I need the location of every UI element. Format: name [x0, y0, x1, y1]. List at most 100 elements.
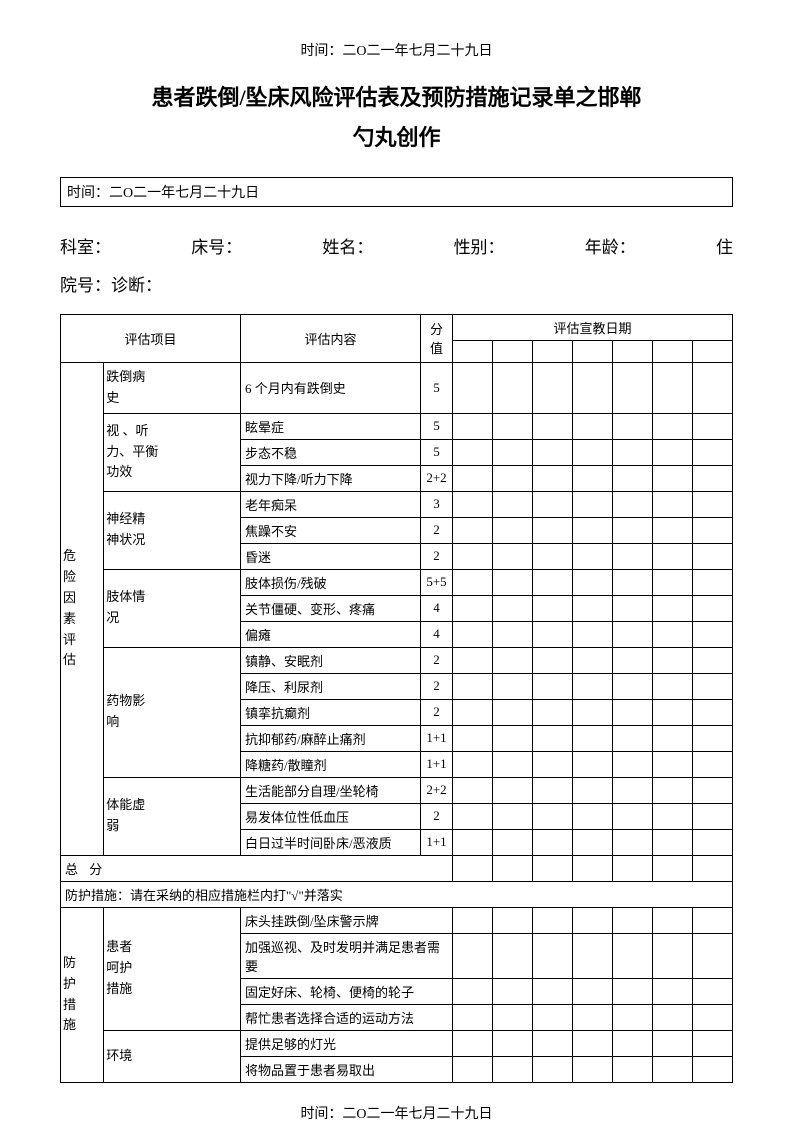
row-content: 加强巡视、及时发明并满足患者需要 [241, 933, 453, 978]
group-label: 跌倒病史 [104, 362, 241, 413]
cell [573, 907, 613, 933]
th-item: 评估项目 [61, 314, 241, 362]
cell [653, 569, 693, 595]
cell [653, 1056, 693, 1082]
th-date: 评估宣教日期 [453, 314, 733, 340]
row-content: 生活能部分自理/坐轮椅 [241, 777, 421, 803]
risk-label: 危险因素评估 [61, 362, 104, 855]
cell [613, 647, 653, 673]
cell [693, 517, 733, 543]
row-content: 关节僵硬、变形、疼痛 [241, 595, 421, 621]
row-score: 5+5 [421, 569, 453, 595]
cell [493, 907, 533, 933]
cell [573, 829, 613, 855]
group-label: 药物影响 [104, 647, 241, 777]
cell [613, 413, 653, 439]
row-score: 4 [421, 595, 453, 621]
row-score: 2 [421, 543, 453, 569]
adm-label: 住 [716, 229, 733, 266]
cell [693, 595, 733, 621]
cell [693, 725, 733, 751]
cell [613, 491, 653, 517]
cell [453, 543, 493, 569]
cell [493, 699, 533, 725]
sex-label: 性别： [454, 229, 505, 266]
cell [613, 829, 653, 855]
cell [613, 569, 653, 595]
date-col [533, 340, 573, 362]
cell [693, 569, 733, 595]
cell [693, 907, 733, 933]
cell [453, 647, 493, 673]
cell [533, 725, 573, 751]
cell [533, 855, 573, 881]
cell [533, 439, 573, 465]
cell [613, 621, 653, 647]
date-col [693, 340, 733, 362]
age-label: 年龄： [585, 229, 636, 266]
cell [533, 647, 573, 673]
cell [453, 1030, 493, 1056]
row-content: 6 个月内有跌倒史 [241, 362, 421, 413]
cell [453, 413, 493, 439]
cell [493, 517, 533, 543]
cell [493, 569, 533, 595]
cell [453, 595, 493, 621]
cell [613, 1030, 653, 1056]
cell [493, 751, 533, 777]
cell [493, 1004, 533, 1030]
cell [533, 751, 573, 777]
date-col [493, 340, 533, 362]
dept-label: 科室： [60, 229, 111, 266]
cell [653, 1004, 693, 1030]
cell [453, 829, 493, 855]
row-score: 5 [421, 413, 453, 439]
cell [493, 725, 533, 751]
cell [573, 933, 613, 978]
cell [493, 491, 533, 517]
row-content: 固定好床、轮椅、便椅的轮子 [241, 978, 453, 1004]
cell [613, 439, 653, 465]
cell [693, 543, 733, 569]
cell [573, 439, 613, 465]
row-content: 视力下降/听力下降 [241, 465, 421, 491]
cell [693, 1030, 733, 1056]
cell [453, 517, 493, 543]
row-score: 2+2 [421, 777, 453, 803]
cell [653, 595, 693, 621]
row-score: 1+1 [421, 725, 453, 751]
row-score: 1+1 [421, 829, 453, 855]
cell [693, 803, 733, 829]
cell [693, 751, 733, 777]
cell [693, 491, 733, 517]
cell [573, 1004, 613, 1030]
cell [693, 465, 733, 491]
title-line2: 勺丸创作 [60, 118, 733, 158]
cell [453, 1056, 493, 1082]
cell [453, 777, 493, 803]
cell [613, 803, 653, 829]
cell [493, 829, 533, 855]
th-score: 分值 [421, 314, 453, 362]
cell [533, 362, 573, 413]
cell [493, 595, 533, 621]
cell [613, 978, 653, 1004]
row-content: 抗抑郁药/麻醉止痛剂 [241, 725, 421, 751]
cell [573, 725, 613, 751]
row-score: 2 [421, 803, 453, 829]
row-score: 3 [421, 491, 453, 517]
cell [533, 673, 573, 699]
cell [533, 1030, 573, 1056]
cell [573, 803, 613, 829]
row-content: 昏迷 [241, 543, 421, 569]
cell [493, 673, 533, 699]
cell [613, 673, 653, 699]
cell [493, 439, 533, 465]
cell [533, 569, 573, 595]
instruction: 防护措施：请在采纳的相应措施栏内打"√"并落实 [61, 881, 733, 907]
cell [573, 777, 613, 803]
cell [573, 491, 613, 517]
row-content: 步态不稳 [241, 439, 421, 465]
row-content: 易发体位性低血压 [241, 803, 421, 829]
row-content: 将物品置于患者易取出 [241, 1056, 453, 1082]
